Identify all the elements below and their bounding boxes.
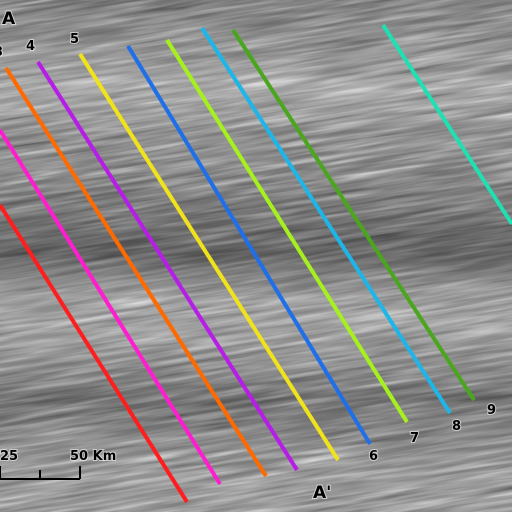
profile-line-2 xyxy=(0,128,222,486)
profile-lines xyxy=(0,23,512,504)
profile-line-4 xyxy=(36,60,299,472)
profile-label-6: 6 xyxy=(369,449,378,464)
profile-label-5: 5 xyxy=(70,32,79,47)
profile-label-9: 9 xyxy=(487,403,496,418)
profile-line-10 xyxy=(381,23,512,226)
scale-bar: 25 50 Km xyxy=(0,448,117,480)
scale-bar-label-50: 50 Km xyxy=(70,449,116,464)
profile-label-4: 4 xyxy=(26,39,35,54)
profile-line-6 xyxy=(126,44,372,446)
profile-line-9 xyxy=(231,28,476,402)
profile-line-1 xyxy=(0,203,189,504)
profile-line-5 xyxy=(78,52,340,462)
profile-labels: 3 4 5 6 7 8 9 xyxy=(0,31,497,465)
profile-label-7: 7 xyxy=(410,431,419,446)
scale-bar-label-25: 25 xyxy=(0,449,18,464)
profile-line-3 xyxy=(4,66,268,478)
section-label-a-prime: A' xyxy=(313,483,331,503)
profile-line-8 xyxy=(200,26,452,415)
profile-label-3: 3 xyxy=(0,45,3,60)
section-label-a: A xyxy=(2,9,16,29)
profile-line-7 xyxy=(165,38,409,424)
profile-label-8: 8 xyxy=(452,419,461,434)
